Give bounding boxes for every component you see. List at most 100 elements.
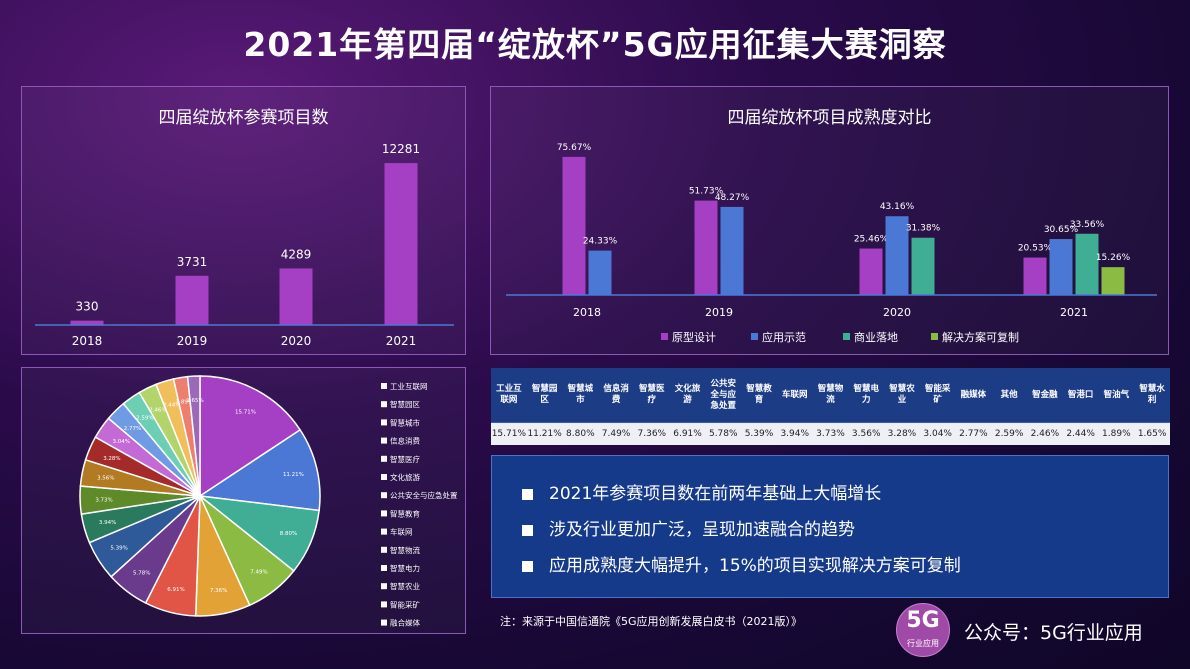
legend-entry-商业落地: 商业落地 bbox=[854, 330, 898, 344]
x-tick-label-2020: 2020 bbox=[883, 306, 911, 319]
pie-label-智慧水利: 1.65% bbox=[186, 398, 203, 404]
legend-entry-智慧物流: 智慧物流 bbox=[390, 545, 420, 555]
legend-entry-智慧城市: 智慧城市 bbox=[390, 417, 420, 427]
value-label-2021-解决方案可复制: 15.26% bbox=[1096, 253, 1131, 263]
table-header-cell: 智金融 bbox=[1027, 368, 1063, 423]
summary-text: 涉及行业更加广泛，呈现加速融合的趋势 bbox=[549, 520, 855, 540]
project-count-chart: 330 2018 3731 2019 4289 2020 12281 2021 bbox=[35, 142, 454, 348]
bullet-square-icon bbox=[522, 560, 533, 572]
maturity-chart-title: 四届绽放杯项目成熟度对比 bbox=[727, 108, 932, 128]
summary-text: 2021年参赛项目数在前两年基础上大幅增长 bbox=[549, 484, 882, 504]
table-cell: 3.56% bbox=[848, 422, 885, 445]
pie-label-智慧物流: 3.73% bbox=[95, 497, 112, 503]
table-header-cell: 智慧电力 bbox=[848, 368, 885, 423]
x-tick-label-2020: 2020 bbox=[281, 334, 312, 348]
pie-label-智慧医疗: 7.36% bbox=[210, 588, 227, 594]
bar-2021-应用示范 bbox=[1049, 239, 1073, 295]
legend-swatch-智慧教育 bbox=[381, 510, 387, 517]
pie-label-智慧农业: 3.28% bbox=[103, 456, 120, 462]
pie-slice-工业互联网 bbox=[199, 375, 302, 498]
legend-entry-应用示范: 应用示范 bbox=[762, 330, 806, 344]
legend-entry-工业互联网: 工业互联网 bbox=[390, 381, 428, 391]
badge-subtext: 行业应用 bbox=[907, 639, 939, 648]
table-header-cell: 智慧农业 bbox=[884, 368, 920, 423]
bar-2019 bbox=[175, 275, 209, 325]
pie-label-智能采矿: 3.04% bbox=[112, 439, 129, 445]
source-note: 注：来源于中国信通院《5G应用创新发展白皮书（2021版）》 bbox=[500, 615, 803, 628]
account-name: 公众号：5G行业应用 bbox=[964, 622, 1143, 644]
legend-swatch-智能采矿 bbox=[381, 601, 387, 608]
value-label-2020: 4289 bbox=[281, 247, 312, 261]
legend-swatch-智慧城市 bbox=[381, 419, 387, 426]
bar-2020-应用示范 bbox=[885, 216, 909, 295]
pie-label-信息消费: 7.49% bbox=[250, 570, 267, 576]
legend-swatch-商业落地 bbox=[843, 333, 850, 340]
summary-item: 2021年参赛项目数在前两年基础上大幅增长 bbox=[522, 476, 961, 512]
legend-entry-解决方案可复制: 解决方案可复制 bbox=[942, 330, 1019, 344]
table-cell: 8.80% bbox=[562, 422, 599, 445]
legend-entry-智慧医疗: 智慧医疗 bbox=[390, 454, 420, 464]
legend-swatch-工业互联网 bbox=[381, 383, 387, 389]
table-cell: 3.94% bbox=[776, 422, 813, 445]
value-label-2021-原型设计: 20.53% bbox=[1018, 244, 1053, 254]
value-label-2020-原型设计: 25.46% bbox=[854, 235, 889, 245]
legend-swatch-智慧园区 bbox=[381, 401, 387, 408]
pie-label-融合媒体: 2.77% bbox=[124, 426, 141, 432]
bar-2018-应用示范 bbox=[588, 250, 612, 295]
pie-label-智慧电力: 3.56% bbox=[97, 475, 114, 481]
table-cell: 6.91% bbox=[669, 422, 706, 445]
bar-2019-原型设计 bbox=[694, 200, 718, 295]
x-tick-label-2021: 2021 bbox=[1060, 306, 1088, 319]
table-cell: 3.28% bbox=[884, 422, 920, 445]
bar-2020-商业落地 bbox=[911, 237, 935, 295]
bullet-square-icon bbox=[522, 524, 533, 536]
table-cell: 2.59% bbox=[991, 422, 1028, 445]
table-cell: 3.73% bbox=[812, 422, 849, 445]
table-cell: 2.46% bbox=[1027, 422, 1063, 445]
industry-pie-panel: 15.71% 11.21% 8.80% 7.49% 7.36% 6.91% 5.78% 5.3… bbox=[21, 367, 466, 634]
legend-entry-智能采矿: 智能采矿 bbox=[390, 599, 420, 609]
bar-2018-原型设计 bbox=[562, 156, 586, 295]
pie-slice-智慧园区 bbox=[197, 428, 321, 512]
x-tick-label-2019: 2019 bbox=[177, 334, 208, 348]
table-header-cell: 智港口 bbox=[1062, 368, 1099, 423]
legend-swatch-文化旅游 bbox=[381, 474, 387, 480]
legend-swatch-智慧医疗 bbox=[381, 455, 387, 462]
pie-label-其他: 2.59% bbox=[136, 415, 153, 421]
table-cell: 7.36% bbox=[633, 422, 670, 445]
value-label-2020-商业落地: 31.38% bbox=[906, 224, 941, 234]
industry-share-table: 工业互联网 智慧园区 智慧城市 信息消费 智慧医疗 文化旅游 公共安全与应急处置 智慧教育 车联… bbox=[491, 368, 1170, 445]
table-header-cell: 智慧医疗 bbox=[633, 368, 670, 423]
table-row: 15.71% 11.21% 8.80% 7.49% 7.36% 6.91% 5.78% 5.3… bbox=[491, 422, 1170, 445]
table-header-cell: 信息消费 bbox=[598, 368, 634, 423]
bar-2019-应用示范 bbox=[720, 206, 744, 295]
pie-label-智慧园区: 11.21% bbox=[283, 472, 304, 478]
legend-swatch-智慧物流 bbox=[381, 546, 387, 553]
value-label-2021-商业落地: 33.56% bbox=[1070, 220, 1105, 230]
summary-item: 涉及行业更加广泛，呈现加速融合的趋势 bbox=[522, 512, 961, 548]
table-cell: 1.89% bbox=[1098, 422, 1135, 445]
table-header-cell: 智慧教育 bbox=[741, 368, 777, 423]
bar-2018 bbox=[70, 320, 104, 325]
summary-item: 应用成熟度大幅提升，15%的项目实现解决方案可复制 bbox=[522, 548, 961, 584]
pie-label-公共安全与应急处置: 5.78% bbox=[133, 570, 150, 576]
bar-2021-解决方案可复制 bbox=[1101, 267, 1125, 295]
pie-label-智慧金融: 2.46% bbox=[149, 408, 166, 414]
value-label-2018-原型设计: 75.67% bbox=[557, 143, 592, 153]
pie-slice-智慧水利 bbox=[186, 375, 201, 497]
legend-swatch-车联网 bbox=[381, 528, 387, 535]
legend-swatch-智慧农业 bbox=[381, 583, 387, 590]
table-header-cell: 工业互联网 bbox=[491, 368, 527, 423]
pie-label-智慧港口: 2.44% bbox=[163, 402, 180, 408]
legend-swatch-融合媒体 bbox=[381, 619, 387, 626]
legend-swatch-应用示范 bbox=[751, 333, 758, 340]
bar-2021-商业落地 bbox=[1075, 233, 1099, 295]
value-label-2018-应用示范: 24.33% bbox=[583, 237, 618, 247]
table-header-cell: 文化旅游 bbox=[669, 368, 706, 423]
x-tick-label-2019: 2019 bbox=[705, 306, 733, 319]
maturity-chart: 75.67% 24.33% 2018 51.73%48.27% 2019 25.46% 43… bbox=[506, 143, 1157, 344]
pie-label-工业互联网: 15.71% bbox=[235, 409, 256, 415]
legend-entry-公共安全与应急处置: 公共安全与应急处置 bbox=[390, 490, 458, 500]
legend-entry-智慧园区: 智慧园区 bbox=[390, 399, 420, 409]
table-cell: 3.04% bbox=[919, 422, 956, 445]
